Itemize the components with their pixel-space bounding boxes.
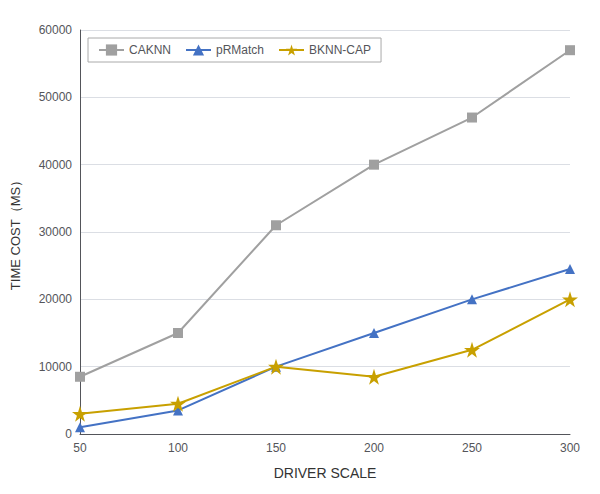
svg-text:TIME COST（MS）: TIME COST（MS） bbox=[8, 174, 23, 290]
svg-text:100: 100 bbox=[168, 441, 188, 455]
svg-text:150: 150 bbox=[266, 441, 286, 455]
svg-text:300: 300 bbox=[560, 441, 580, 455]
svg-text:50: 50 bbox=[73, 441, 87, 455]
svg-text:0: 0 bbox=[65, 427, 72, 441]
svg-text:10000: 10000 bbox=[39, 360, 73, 374]
svg-text:20000: 20000 bbox=[39, 292, 73, 306]
svg-text:BKNN-CAP: BKNN-CAP bbox=[309, 43, 371, 57]
svg-text:40000: 40000 bbox=[39, 158, 73, 172]
svg-text:60000: 60000 bbox=[39, 23, 73, 37]
svg-text:50000: 50000 bbox=[39, 90, 73, 104]
svg-text:DRIVER SCALE: DRIVER SCALE bbox=[274, 465, 377, 481]
svg-text:250: 250 bbox=[462, 441, 482, 455]
svg-text:30000: 30000 bbox=[39, 225, 73, 239]
svg-text:200: 200 bbox=[364, 441, 384, 455]
svg-text:CAKNN: CAKNN bbox=[129, 43, 171, 57]
svg-text:pRMatch: pRMatch bbox=[216, 43, 264, 57]
